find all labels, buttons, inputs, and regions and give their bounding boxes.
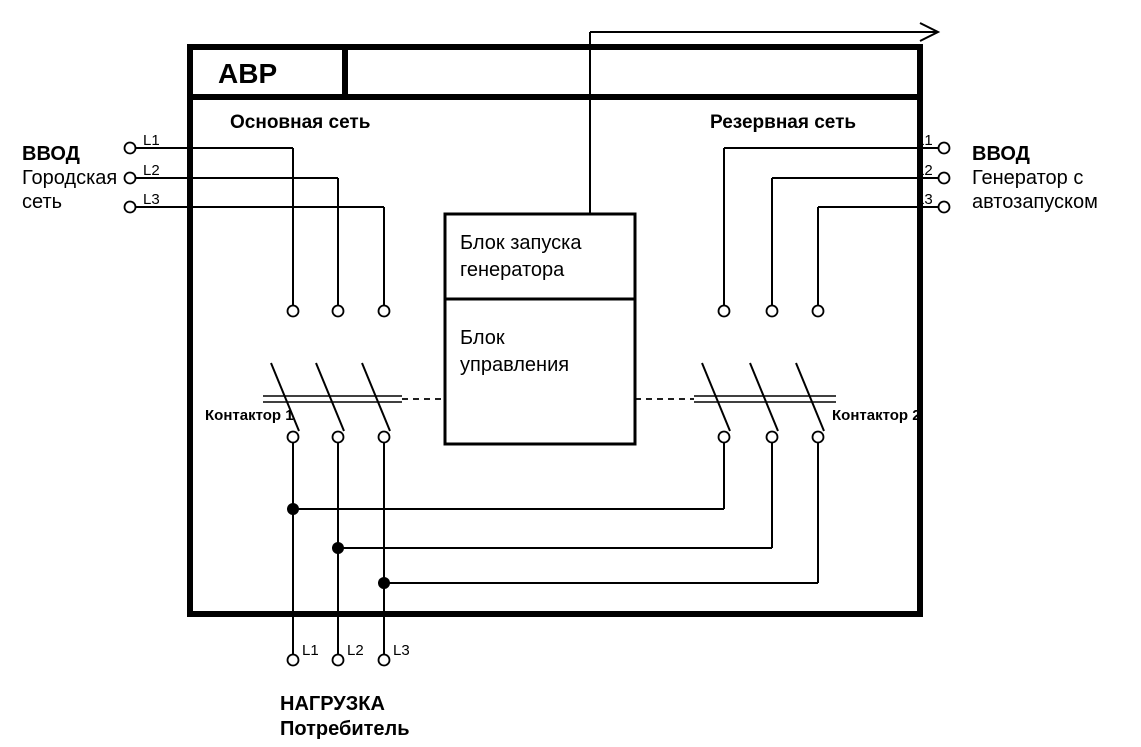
svg-text:Контактор 2: Контактор 2 <box>832 407 921 424</box>
electrical-schematic: АВРОсновная сетьРезервная сетьВВОДГородс… <box>0 0 1141 747</box>
svg-text:L3: L3 <box>143 191 160 208</box>
svg-text:ВВОД: ВВОД <box>972 143 1030 165</box>
svg-text:L1: L1 <box>302 642 319 659</box>
svg-text:Генератор с: Генератор с <box>972 167 1083 189</box>
svg-text:L3: L3 <box>393 642 410 659</box>
svg-text:L1: L1 <box>916 132 933 149</box>
svg-text:L2: L2 <box>347 642 364 659</box>
svg-text:Резервная сеть: Резервная сеть <box>710 112 856 133</box>
svg-text:сеть: сеть <box>22 191 62 213</box>
svg-text:L3: L3 <box>916 191 933 208</box>
svg-text:Городская: Городская <box>22 167 117 189</box>
svg-text:Блок: Блок <box>460 327 505 349</box>
svg-text:L2: L2 <box>916 162 933 179</box>
svg-text:Основная сеть: Основная сеть <box>230 112 370 133</box>
svg-text:автозапуском: автозапуском <box>972 191 1098 213</box>
svg-text:НАГРУЗКА: НАГРУЗКА <box>280 693 385 715</box>
svg-text:L1: L1 <box>143 132 160 149</box>
svg-text:L2: L2 <box>143 162 160 179</box>
svg-text:Блок запуска: Блок запуска <box>460 232 582 254</box>
svg-text:ВВОД: ВВОД <box>22 143 80 165</box>
svg-text:генератора: генератора <box>460 259 565 281</box>
svg-text:управления: управления <box>460 354 569 376</box>
svg-text:Контактор 1: Контактор 1 <box>205 407 294 424</box>
svg-text:Потребитель: Потребитель <box>280 718 410 740</box>
svg-text:АВР: АВР <box>218 58 277 89</box>
